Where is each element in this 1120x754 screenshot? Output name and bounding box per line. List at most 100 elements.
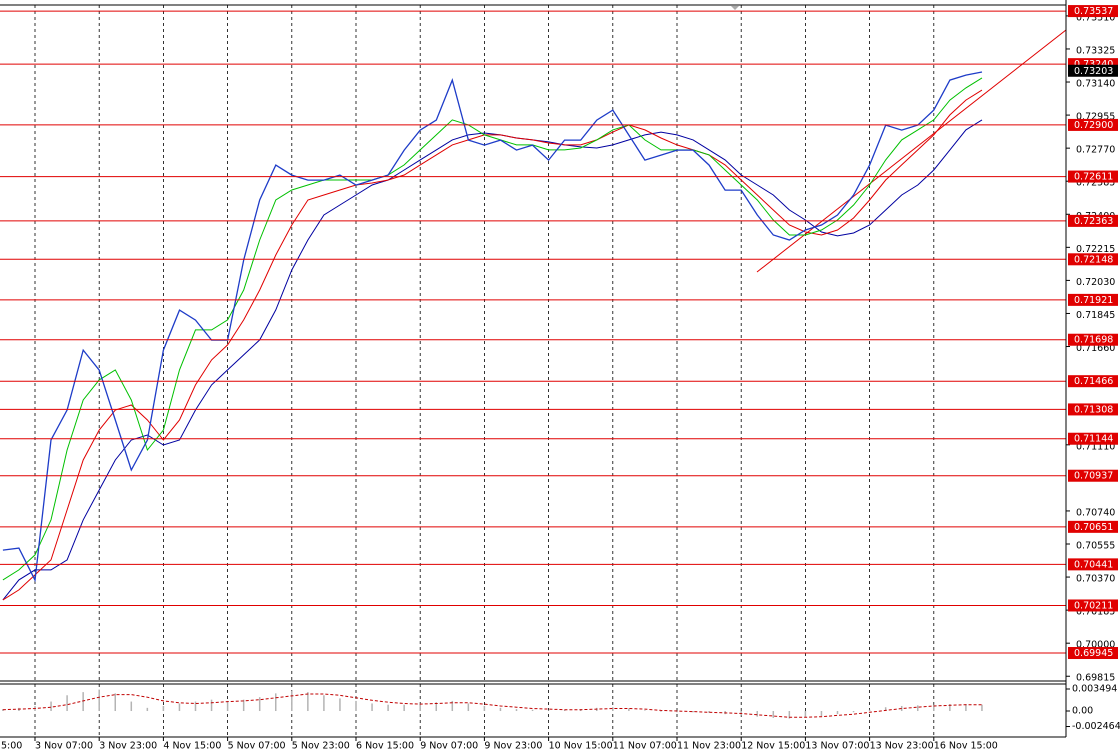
level-box <box>1068 293 1118 306</box>
histogram-bar <box>660 711 662 712</box>
y-tick-label: 0.70185 <box>1076 607 1115 618</box>
x-tick-label: 5 Nov 23:00 <box>292 741 350 752</box>
level-label: 0.72363 <box>1074 216 1113 227</box>
y-tick-label: 0.71110 <box>1076 441 1115 452</box>
y-tick-label: 0.72585 <box>1076 178 1115 189</box>
x-tick-label: 11 Nov 23:00 <box>677 741 741 752</box>
level-box <box>1068 469 1118 482</box>
histogram-bar <box>708 711 710 713</box>
y-tick-label: 0.71660 <box>1076 343 1115 354</box>
histogram-bar <box>162 705 165 712</box>
level-box <box>1068 520 1118 533</box>
oscillator-panel <box>2 689 983 719</box>
histogram-bar <box>242 699 245 712</box>
histogram-bar <box>98 689 100 712</box>
level-box <box>1068 170 1118 183</box>
y-tick-label: 0.71845 <box>1076 310 1115 321</box>
axis: 5:00 3 Nov 07:00 3 Nov 23:00 4 Nov 15:00 5 N… <box>1 5 1120 752</box>
histogram-bar <box>114 693 116 712</box>
histogram-bar <box>387 704 389 712</box>
histogram-bar <box>451 700 454 712</box>
y-tick-label: 0.73325 <box>1076 45 1115 56</box>
histogram-bar <box>547 710 550 712</box>
price-panel <box>0 10 1066 654</box>
level-box <box>1068 118 1118 131</box>
histogram-bar <box>50 701 52 712</box>
x-tick-label: 12 Nov 15:00 <box>741 741 805 752</box>
level-label: 0.73240 <box>1074 59 1113 70</box>
x-tick-label: 4 Nov 15:00 <box>163 741 221 752</box>
histogram-bar <box>788 711 791 719</box>
histogram-bar <box>612 707 614 712</box>
level-box <box>1068 5 1118 18</box>
histogram-bar <box>146 707 149 712</box>
histogram-bar <box>82 692 84 712</box>
x-tick-label: 10 Nov 15:00 <box>549 741 613 752</box>
histogram-bar <box>66 695 68 712</box>
histogram-bar <box>291 690 293 712</box>
x-tick-label: 11 Nov 07:00 <box>613 741 677 752</box>
y-tick-label: 0.73140 <box>1076 79 1115 90</box>
level-label: 0.69945 <box>1074 648 1113 659</box>
y-tick-label: 0.00 <box>1072 706 1093 717</box>
histogram-bar <box>804 711 807 718</box>
histogram-bar <box>258 697 261 712</box>
level-label: 0.71921 <box>1074 295 1113 306</box>
histogram-bar <box>949 704 951 712</box>
x-tick-label: 13 Nov 07:00 <box>805 741 869 752</box>
level-box <box>1068 333 1118 346</box>
x-tick-label: 9 Nov 07:00 <box>420 741 478 752</box>
histogram-bar <box>483 705 486 712</box>
histogram-bar <box>868 709 871 712</box>
y-tick-label: 0.72215 <box>1076 244 1115 255</box>
level-label: 0.73537 <box>1074 6 1113 17</box>
signal-line <box>2 693 982 718</box>
level-label: 0.70937 <box>1074 471 1113 482</box>
level-label: 0.70441 <box>1074 559 1113 570</box>
histogram-bar <box>965 704 967 712</box>
histogram-bar <box>515 709 518 712</box>
histogram-bar <box>226 700 229 712</box>
x-tick-label: 16 Nov 15:00 <box>934 741 998 752</box>
level-label: 0.70651 <box>1074 522 1113 533</box>
histogram-bar <box>403 704 405 712</box>
y-tick-label: 0.003494 <box>1072 684 1117 695</box>
x-tick-label: 3 Nov 07:00 <box>35 741 93 752</box>
y-tick-label: 0.70555 <box>1076 540 1115 551</box>
level-box <box>1068 558 1118 571</box>
price-line <box>2 71 983 583</box>
x-tick-label: 5:00 <box>1 741 22 752</box>
current-price-label: 0.73203 <box>1074 66 1113 77</box>
x-tick-label: 5 Nov 07:00 <box>228 741 286 752</box>
histogram-bar <box>628 708 630 712</box>
histogram-bar <box>900 705 903 712</box>
histogram-bar <box>194 701 197 712</box>
level-label: 0.72148 <box>1074 254 1113 265</box>
histogram-bar <box>307 692 309 712</box>
shift-marker <box>731 6 739 10</box>
histogram-bar <box>355 700 357 712</box>
histogram-bar <box>836 711 839 715</box>
level-label: 0.71466 <box>1074 376 1113 387</box>
level-label: 0.72611 <box>1074 172 1113 183</box>
histogram-bar <box>820 711 823 717</box>
histogram-bar <box>371 703 373 712</box>
histogram-bar <box>884 707 887 712</box>
histogram-bar <box>323 695 325 712</box>
level-label: 0.71144 <box>1074 434 1113 445</box>
current-price-box <box>1068 64 1118 77</box>
histogram-bar <box>210 699 213 712</box>
histogram-bar <box>933 704 935 712</box>
level-box <box>1068 375 1118 388</box>
histogram-bar <box>531 709 534 712</box>
y-tick-label: 0.70740 <box>1076 507 1115 518</box>
moving-average <box>2 77 983 581</box>
moving-average <box>2 119 983 601</box>
y-tick-label: 0.73510 <box>1076 12 1115 23</box>
level-label: 0.71698 <box>1074 335 1113 346</box>
histogram-bar <box>692 711 694 713</box>
level-box <box>1068 253 1118 266</box>
x-tick-label: 9 Nov 23:00 <box>484 741 542 752</box>
